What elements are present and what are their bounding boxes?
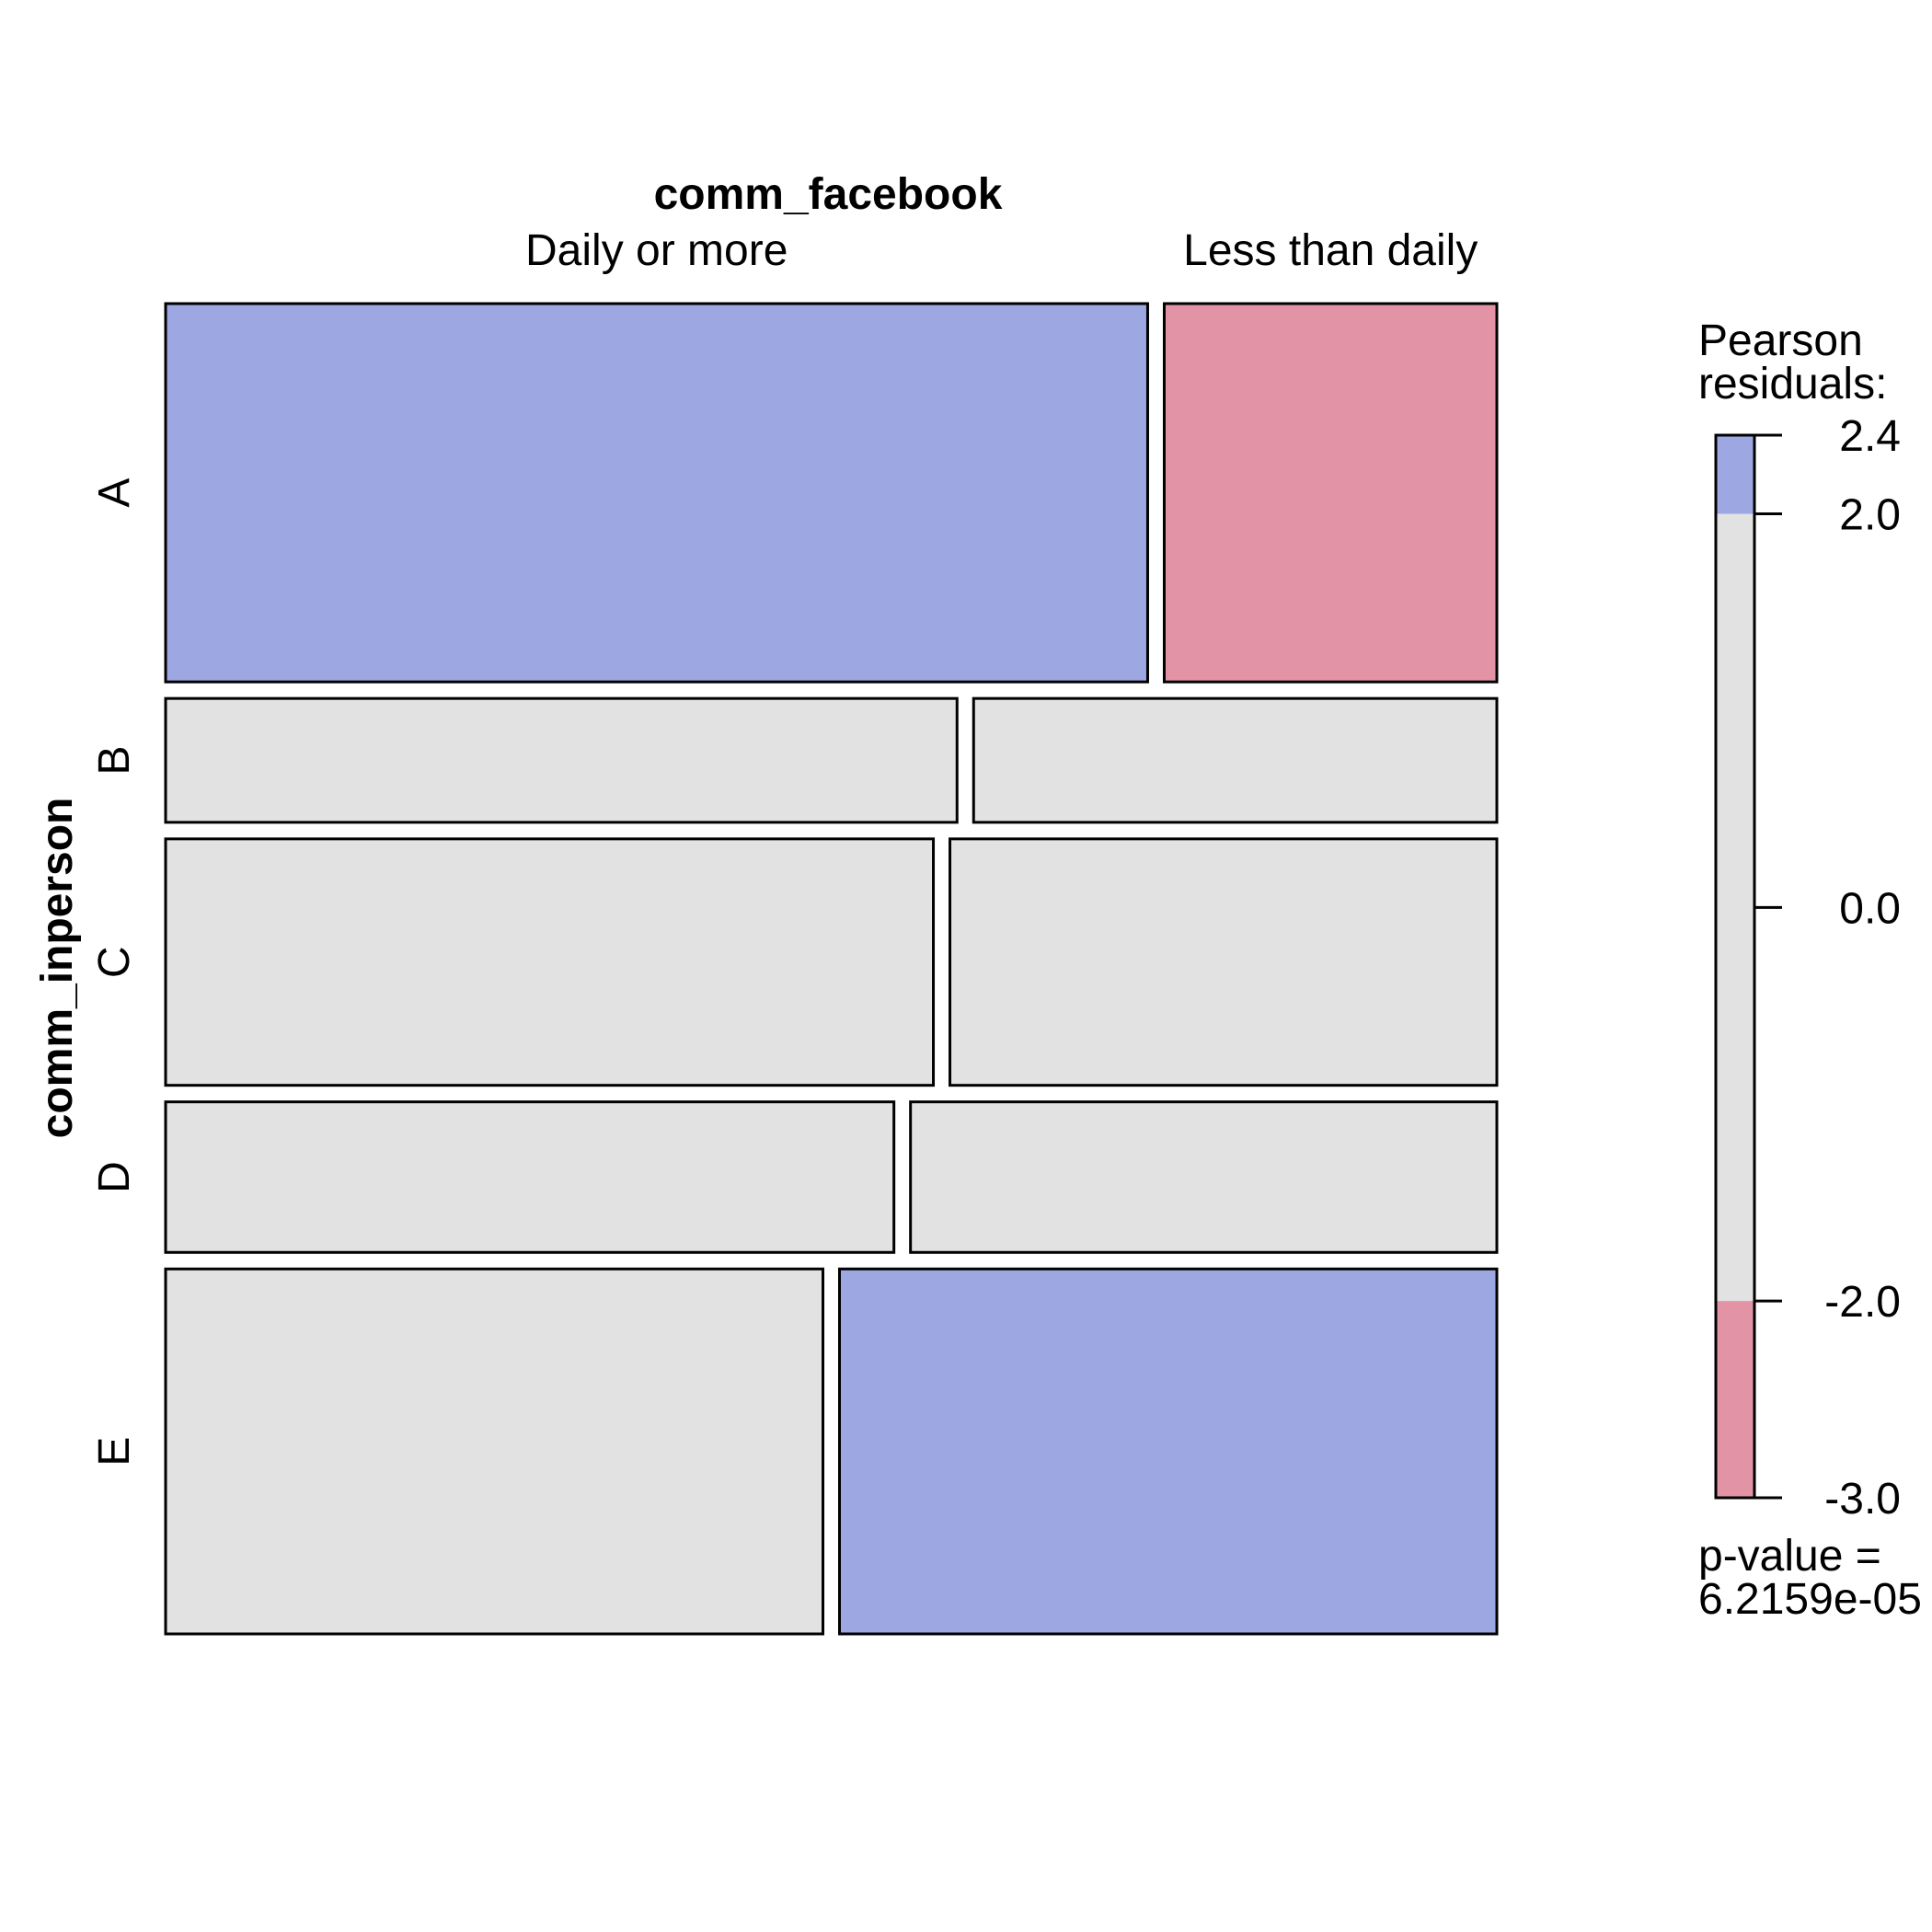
tile-d-daily xyxy=(164,1100,896,1254)
mosaic-tiles xyxy=(164,302,1499,1636)
legend-band-2 xyxy=(1716,1301,1754,1498)
legend-band-0 xyxy=(1716,435,1754,514)
tile-c-less-than-daily xyxy=(949,837,1499,1087)
legend-title-line1: Pearson xyxy=(1698,316,1863,365)
legend-tick-label: 0.0 xyxy=(1839,884,1901,933)
y-axis-title: comm_inperson xyxy=(33,798,82,1139)
tile-e-less-than-daily xyxy=(838,1267,1499,1636)
tile-d-less-than-daily xyxy=(909,1100,1499,1254)
x-axis-title: comm_facebook xyxy=(654,170,1003,219)
tile-b-less-than-daily xyxy=(972,696,1499,824)
y-category-label-c: C xyxy=(90,946,139,978)
x-category-label-less-than-daily: Less than daily xyxy=(1183,226,1478,275)
legend-title-line2: residuals: xyxy=(1698,360,1887,408)
y-category-label-b: B xyxy=(90,746,139,776)
x-category-labels: Daily or more Less than daily xyxy=(525,226,1478,275)
y-category-label-e: E xyxy=(90,1437,139,1466)
y-category-label-a: A xyxy=(90,478,139,508)
tile-b-daily xyxy=(164,696,959,824)
residual-legend: Pearson residuals: 2.4 2.0 0.0 -2.0 -3.0 p-v… xyxy=(1698,316,1922,1624)
y-category-labels: A B C D E xyxy=(90,478,139,1466)
legend-tick-label: -3.0 xyxy=(1824,1475,1901,1524)
legend-bar-outline xyxy=(1714,433,1756,1500)
legend-color-bar xyxy=(1714,433,1756,1500)
p-value-label: p-value = xyxy=(1698,1532,1881,1581)
tile-e-daily xyxy=(164,1267,824,1636)
y-category-label-d: D xyxy=(90,1161,139,1193)
tile-a-daily xyxy=(164,302,1149,684)
legend-band-1 xyxy=(1716,513,1754,1302)
legend-tick-label: 2.0 xyxy=(1839,491,1901,540)
tile-c-daily xyxy=(164,837,936,1087)
x-category-label-daily: Daily or more xyxy=(525,226,788,275)
legend-ticks: 2.4 2.0 0.0 -2.0 -3.0 xyxy=(1754,412,1901,1524)
legend-tick-label: -2.0 xyxy=(1824,1278,1901,1327)
tile-a-less-than-daily xyxy=(1162,302,1499,684)
legend-tick-label: 2.4 xyxy=(1839,412,1901,461)
p-value: 6.2159e-05 xyxy=(1698,1575,1922,1624)
